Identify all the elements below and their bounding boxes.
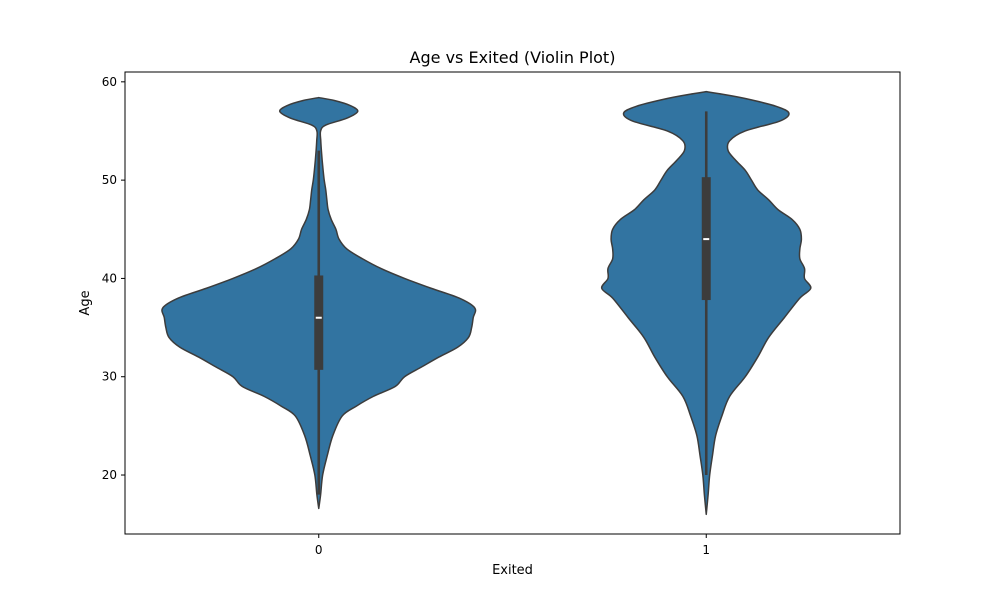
y-tick-label: 20 (102, 468, 117, 482)
y-tick-label: 40 (102, 271, 117, 285)
plot-area (161, 90, 812, 516)
y-tick-label: 30 (102, 370, 117, 384)
y-tick-label: 50 (102, 173, 117, 187)
plot-frame (124, 71, 901, 535)
y-axis-label: Age (78, 290, 93, 315)
x-tick-label: 1 (702, 543, 710, 557)
x-axis-label: Exited (492, 563, 533, 578)
violin-iqr-box-0 (314, 275, 324, 370)
chart-title: Age vs Exited (Violin Plot) (410, 48, 616, 67)
axes: 0 1 20 30 40 50 60 (102, 75, 710, 557)
y-tick-label: 60 (102, 75, 117, 89)
x-tick-label: 0 (315, 543, 323, 557)
